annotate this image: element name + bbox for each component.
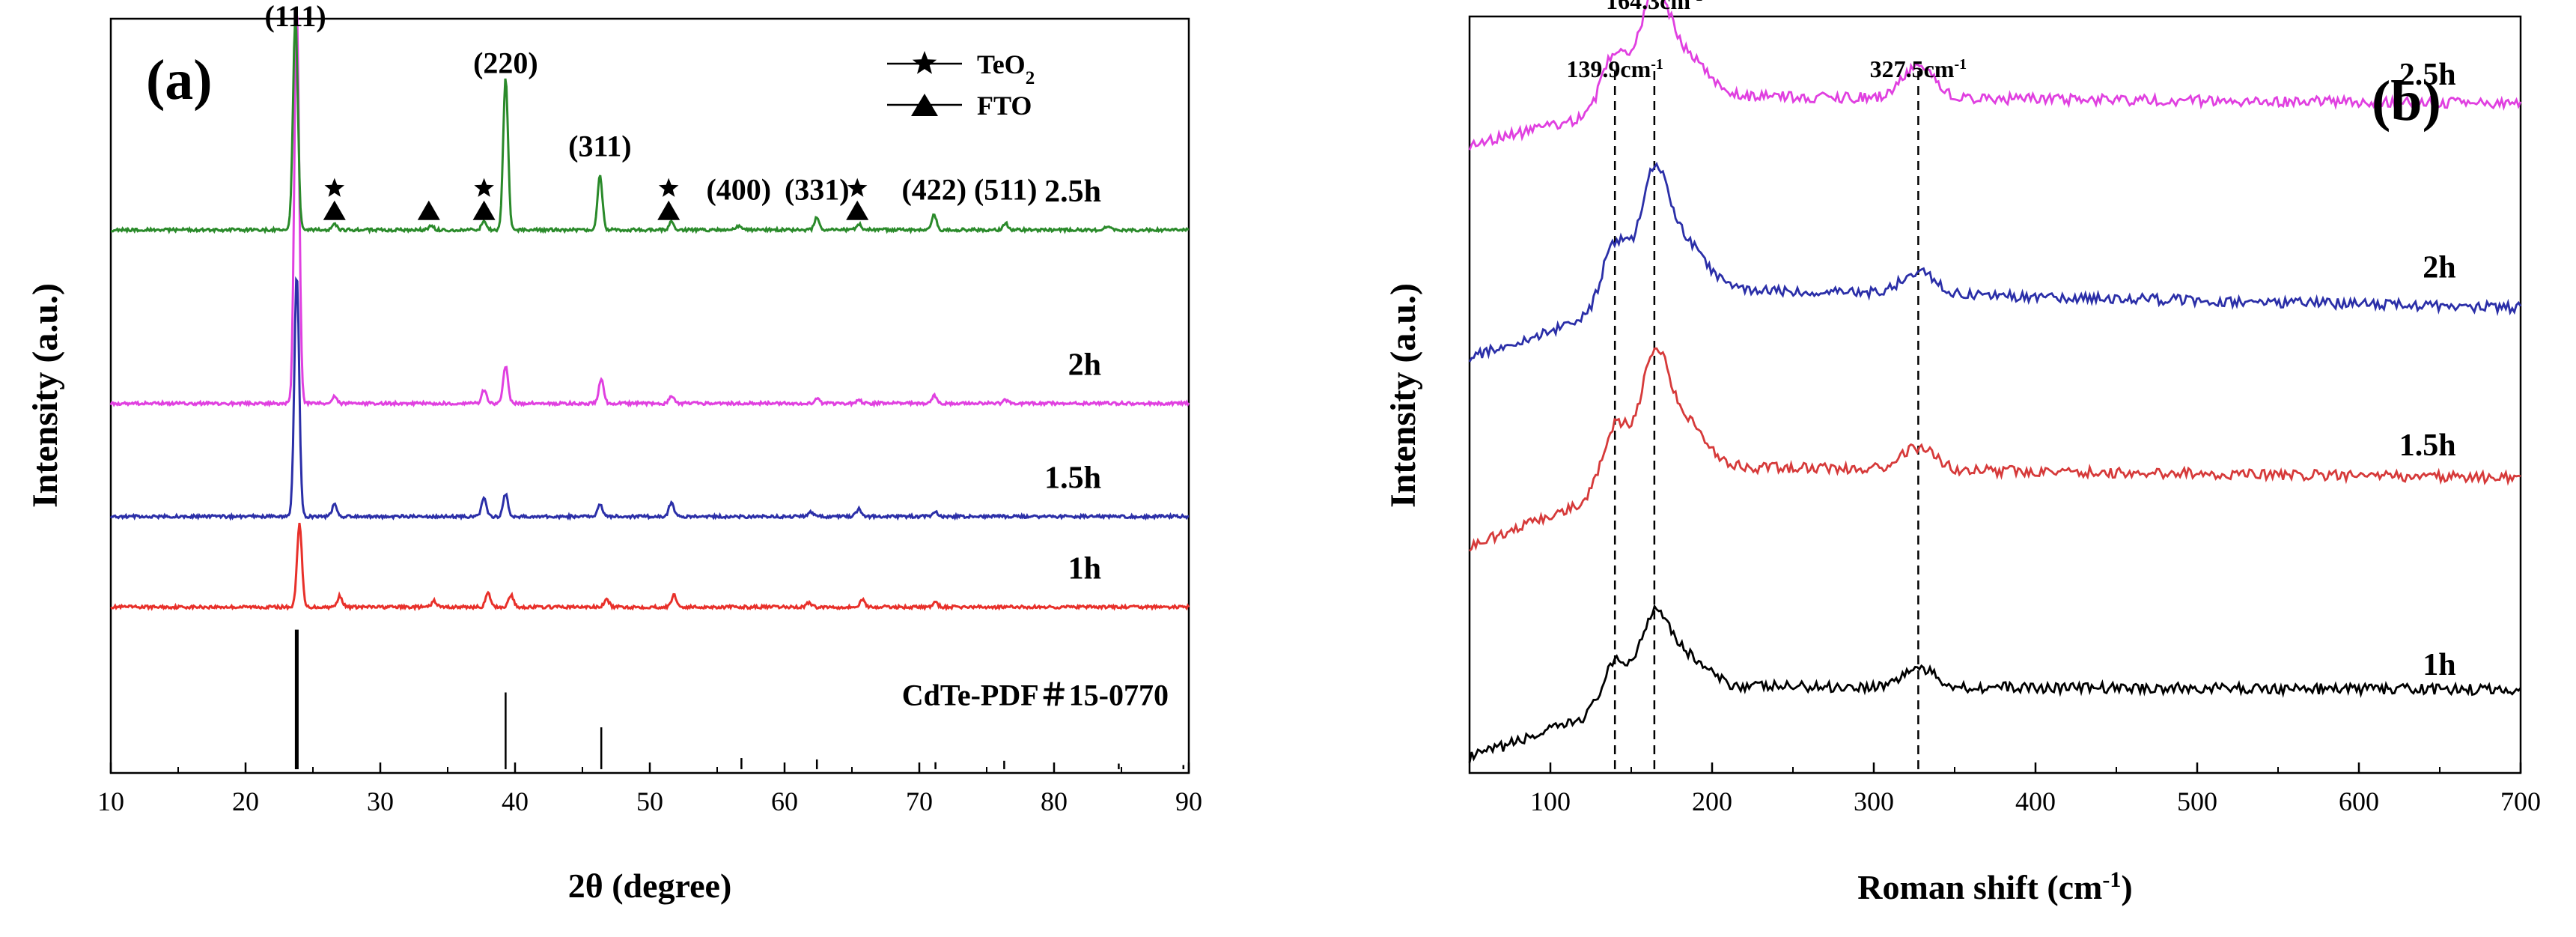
panel-b-marker-lines: [1613, 65, 1919, 769]
a-tick-label-70: 70: [906, 786, 933, 816]
b-tick-label-400: 400: [2015, 786, 2056, 816]
a-peak-label-0: (111): [264, 0, 326, 33]
panel-a-frame: [109, 17, 1190, 774]
b-series-label-2h: 2h: [2423, 251, 2455, 285]
panel-a-series-labels: 1h 1.5h 2h 2.5h: [1044, 175, 1101, 586]
b-series-label-1h: 1h: [2423, 648, 2455, 682]
b-tick-label-700: 700: [2500, 786, 2541, 816]
panel-a-x-label: 2θ (degree): [568, 867, 732, 905]
panel-b-frame: [1468, 15, 2522, 774]
b-series-2h: [1468, 162, 2522, 363]
a-triangle-icon-0: [323, 200, 346, 220]
a-star-icon-3: [847, 178, 868, 197]
b-series-label-2.5h: 2.5h: [2399, 58, 2456, 92]
b-tick-label-300: 300: [1854, 786, 1894, 816]
a-star-icon-1: [474, 178, 494, 197]
a-series-1.5h: [109, 276, 1190, 521]
a-star-icon-2: [658, 178, 679, 197]
a-tick-label-80: 80: [1041, 786, 1068, 816]
a-tick-label-60: 60: [771, 786, 798, 816]
a-series-label-2.5h: 2.5h: [1044, 175, 1101, 209]
panel-a-id: (a): [146, 49, 213, 112]
panel-a-x-ticks: 10 20 30 40 50 60 70 80 90: [97, 762, 1202, 816]
a-series-2.5h: [110, 19, 1190, 234]
legend-triangle-icon: [911, 94, 938, 116]
panel-b-y-label: Intensity (a.u.): [1383, 283, 1423, 508]
a-triangle-icon-3: [657, 200, 680, 220]
a-peak-label-6: (511): [974, 173, 1037, 207]
a-series-2h: [109, 16, 1190, 408]
a-tick-label-50: 50: [636, 786, 663, 816]
a-peak-label-2: (311): [568, 129, 631, 163]
a-reference-label: CdTe-PDF＃15-0770: [902, 678, 1169, 712]
b-tick-label-500: 500: [2177, 786, 2217, 816]
a-series-label-1h: 1h: [1068, 551, 1101, 586]
a-triangle-icon-2: [472, 200, 496, 220]
b-marker-label-0: 139.9cm-1: [1566, 55, 1663, 82]
panel-a-peak-labels: (111) (220) (311) (400) (331) (422) (511): [264, 0, 1037, 207]
a-triangle-icon-4: [846, 200, 869, 220]
panel-a-reference-lines: CdTe-PDF＃15-0770: [294, 629, 1185, 769]
a-peak-label-1: (220): [473, 46, 538, 80]
panel-b-marker-labels: 139.9cm-1 164.3cm-1 327.5cm-1: [1566, 0, 1967, 82]
panel-b-id: (b): [2372, 70, 2441, 133]
a-star-icon-0: [324, 178, 345, 197]
b-marker-label-1: 164.3cm-1: [1606, 0, 1703, 14]
panel-b-x-label: Roman shift (cm-1): [1857, 867, 2132, 907]
legend-fto-label: FTO: [977, 91, 1032, 121]
legend-star-icon: [912, 51, 937, 74]
b-marker-label-2: 327.5cm-1: [1870, 55, 1967, 82]
a-tick-label-40: 40: [502, 786, 529, 816]
a-tick-label-90: 90: [1175, 786, 1202, 816]
a-series-label-2h: 2h: [1068, 348, 1101, 383]
panel-b-series: [1468, 0, 2522, 763]
panel-a-series: [109, 16, 1190, 612]
a-series-1h: [110, 523, 1190, 612]
a-peak-label-4: (331): [785, 173, 850, 207]
b-series-1h: [1468, 604, 2522, 763]
a-tick-label-30: 30: [367, 786, 394, 816]
panel-b-x-ticks: 100 200 300 400 500 600 700: [1469, 762, 2541, 816]
panel-a: 10 20 30 40 50 60 70 80 90 CdTe-PDF＃15-0770 (111…: [25, 0, 1202, 905]
panel-b-series-labels: 1h 1.5h 2h 2.5h: [2399, 58, 2456, 682]
b-tick-label-600: 600: [2339, 786, 2379, 816]
a-triangle-icon-1: [417, 200, 440, 220]
panel-b: 100 200 300 400 500 600 700 139.9cm-1 164.3cm-1…: [1383, 0, 2541, 906]
panel-a-y-label: Intensity (a.u.): [25, 283, 65, 508]
panel-a-legend: TeO2 FTO: [887, 49, 1035, 121]
a-peak-label-5: (422): [901, 173, 966, 207]
panel-a-phase-markers: [323, 178, 869, 220]
a-tick-label-20: 20: [232, 786, 259, 816]
b-series-1.5h: [1469, 347, 2521, 552]
b-tick-label-100: 100: [1530, 786, 1571, 816]
legend-teo2-label: TeO2: [977, 49, 1035, 88]
a-peak-label-3: (400): [706, 173, 771, 207]
a-series-label-1.5h: 1.5h: [1044, 461, 1101, 496]
a-tick-label-10: 10: [97, 786, 124, 816]
b-tick-label-200: 200: [1692, 786, 1732, 816]
b-series-2.5h: [1468, 0, 2522, 151]
b-series-label-1.5h: 1.5h: [2399, 428, 2456, 463]
